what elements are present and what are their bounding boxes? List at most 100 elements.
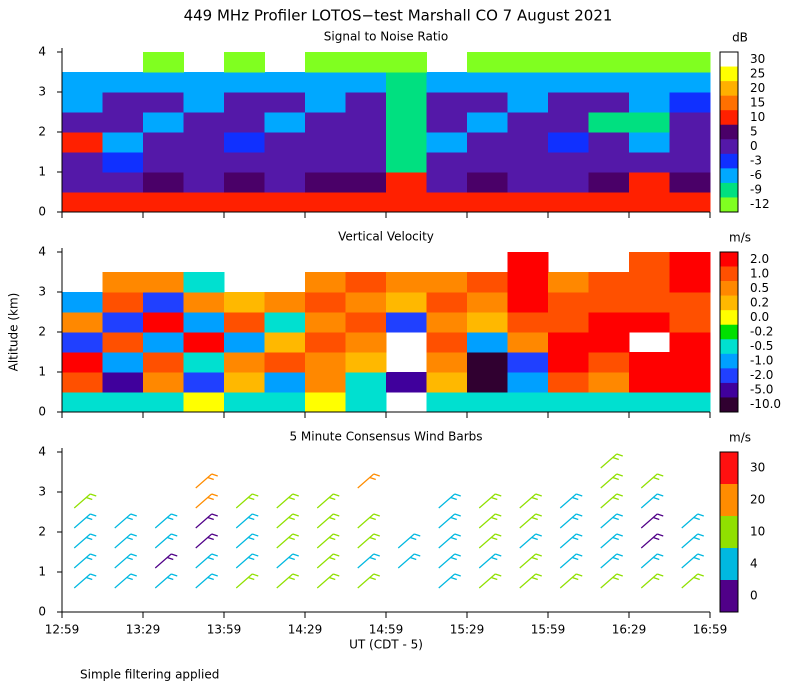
wind-barb bbox=[235, 573, 259, 589]
heat-cell bbox=[588, 132, 630, 153]
heat-cell bbox=[507, 192, 549, 213]
heat-cell bbox=[507, 292, 549, 313]
heat-cell bbox=[548, 292, 589, 313]
heat-cell bbox=[224, 172, 265, 193]
heat-cell bbox=[467, 152, 508, 173]
heat-cell bbox=[102, 332, 144, 353]
wind-barb bbox=[154, 573, 178, 589]
heat-cell bbox=[426, 72, 468, 93]
wind-barb bbox=[681, 513, 704, 529]
wind-barb bbox=[559, 573, 583, 589]
heat-cell bbox=[386, 112, 427, 133]
heat-cell bbox=[548, 372, 589, 393]
heat-cell bbox=[345, 312, 387, 333]
footnote: Simple filtering applied bbox=[80, 668, 219, 682]
x-tick-label: 15:59 bbox=[531, 623, 566, 637]
heat-cell bbox=[102, 392, 144, 413]
heat-cell bbox=[629, 312, 670, 333]
heat-cell bbox=[629, 132, 670, 153]
heat-cell bbox=[143, 272, 184, 293]
y-tick-label: 3 bbox=[38, 85, 46, 99]
heat-cell bbox=[426, 392, 468, 413]
colorbar-band bbox=[720, 197, 738, 213]
heat-cell bbox=[345, 92, 387, 113]
wind-barb bbox=[316, 493, 340, 509]
heat-cell bbox=[345, 72, 387, 93]
wind-barb bbox=[600, 453, 623, 469]
colorbar-band bbox=[720, 368, 738, 384]
wind-barb bbox=[600, 553, 623, 569]
colorbar-band bbox=[720, 52, 738, 67]
heat-cell bbox=[345, 292, 387, 313]
heat-cell bbox=[548, 112, 589, 133]
wind-barb bbox=[195, 473, 218, 489]
heat-cell bbox=[548, 272, 589, 293]
heat-cell bbox=[62, 372, 103, 393]
wind-barb bbox=[276, 493, 299, 509]
heat-cell bbox=[669, 52, 711, 73]
heat-cell bbox=[143, 52, 184, 73]
wind-barb bbox=[73, 493, 97, 509]
heat-cell bbox=[224, 52, 265, 73]
heat-cell bbox=[669, 152, 711, 173]
heat-cell bbox=[62, 332, 103, 353]
wind-barb bbox=[438, 493, 461, 509]
wind-barb bbox=[195, 513, 218, 529]
heat-cell bbox=[426, 172, 468, 193]
heat-cell bbox=[345, 352, 387, 373]
heat-cell bbox=[102, 132, 144, 153]
colorbar-tick-label: 4 bbox=[750, 557, 758, 571]
colorbar-label: dB bbox=[732, 31, 748, 45]
heat-cell bbox=[183, 312, 225, 333]
colorbar-band bbox=[720, 81, 738, 96]
wind-barb bbox=[73, 513, 97, 529]
colorbar-band bbox=[720, 310, 738, 326]
heat-cell bbox=[264, 112, 306, 133]
heat-cell bbox=[183, 332, 225, 353]
heat-cell bbox=[305, 52, 346, 73]
heat-cell bbox=[143, 352, 184, 373]
heat-cell bbox=[426, 192, 468, 213]
colorbar-band bbox=[720, 295, 738, 311]
y-tick-label: 0 bbox=[38, 605, 46, 619]
wind-barb bbox=[73, 553, 97, 569]
wind-barb bbox=[235, 533, 259, 549]
heat-cell bbox=[507, 332, 549, 353]
heat-cell bbox=[183, 352, 225, 373]
heat-cell bbox=[548, 352, 589, 373]
heat-cell bbox=[143, 292, 184, 313]
heat-cell bbox=[507, 172, 549, 193]
heat-cell bbox=[386, 372, 427, 393]
wind-barb bbox=[478, 533, 502, 549]
heat-cell bbox=[629, 272, 670, 293]
colorbar-band bbox=[720, 382, 738, 398]
heat-cell bbox=[669, 292, 711, 313]
colorbar-label: m/s bbox=[729, 231, 751, 245]
heat-cell bbox=[588, 112, 630, 133]
heat-cell bbox=[426, 332, 468, 353]
heat-cell bbox=[426, 112, 468, 133]
colorbar-band bbox=[720, 110, 738, 126]
heat-cell bbox=[345, 52, 387, 73]
heat-cell bbox=[143, 132, 184, 153]
heat-cell bbox=[143, 192, 184, 213]
heat-cell bbox=[588, 52, 630, 73]
colorbar-band bbox=[720, 281, 738, 296]
wind-barb bbox=[559, 493, 583, 509]
heat-cell bbox=[467, 192, 508, 213]
wind-barb bbox=[519, 573, 542, 589]
heat-cell bbox=[102, 292, 144, 313]
heat-cell bbox=[669, 272, 711, 293]
heat-cell bbox=[183, 92, 225, 113]
heat-cell bbox=[507, 352, 549, 373]
heat-cell bbox=[467, 312, 508, 333]
heat-cell bbox=[183, 72, 225, 93]
heat-cell bbox=[426, 152, 468, 173]
heat-cell bbox=[467, 52, 508, 73]
heat-cell bbox=[467, 392, 508, 413]
colorbar-tick-label: 30 bbox=[750, 52, 765, 66]
y-tick-label: 1 bbox=[38, 365, 46, 379]
heat-cell bbox=[386, 292, 427, 313]
colorbar-tick-label: -12 bbox=[750, 197, 770, 211]
